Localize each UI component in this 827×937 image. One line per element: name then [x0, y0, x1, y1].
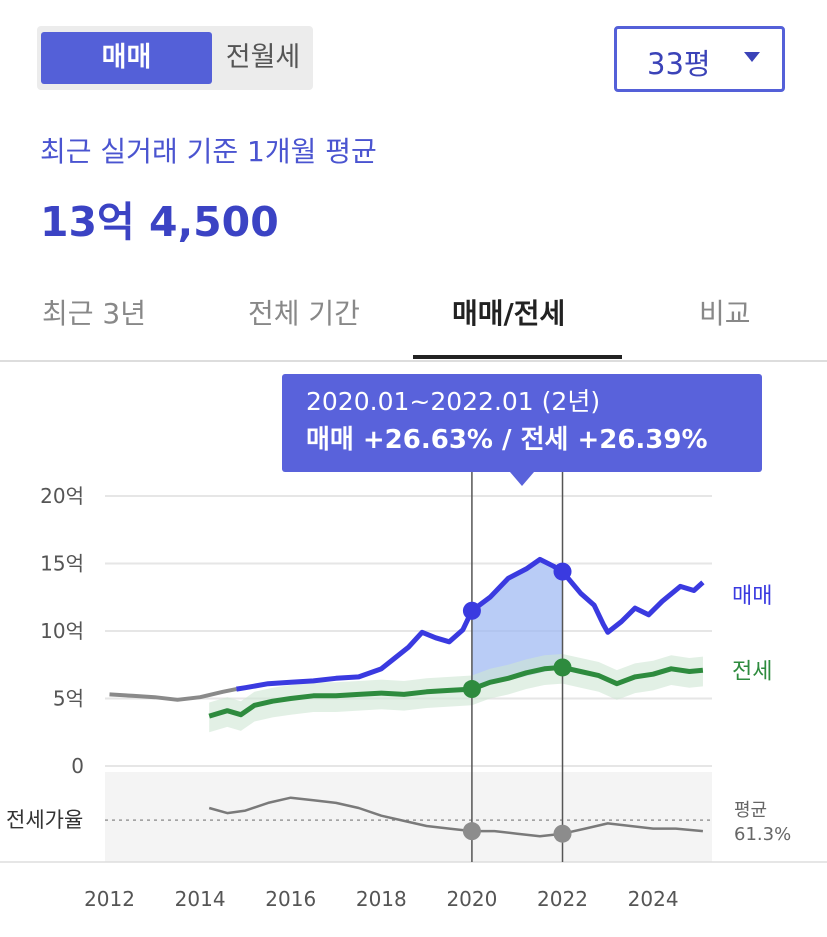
- x-tick-label: 2014: [175, 887, 226, 911]
- x-tick-label: 2018: [356, 887, 407, 911]
- active-tab-underline: [413, 355, 622, 359]
- x-tick-label: 2022: [537, 887, 588, 911]
- series-label-sale: 매매: [732, 584, 772, 609]
- range-marker-point: [462, 680, 481, 699]
- y-tick-label: 0: [71, 754, 84, 778]
- tab-all-period[interactable]: 전체 기간: [248, 297, 360, 330]
- y-tick-label: 15억: [40, 552, 84, 576]
- area-size-dropdown[interactable]: 33평: [614, 26, 785, 92]
- range-marker-point: [553, 562, 572, 581]
- area-size-value: 33평: [647, 47, 711, 81]
- x-tick-label: 2024: [628, 887, 679, 911]
- range-marker-point: [553, 824, 572, 843]
- sale-tab-button[interactable]: 매매: [41, 32, 212, 84]
- sale-series-line: [236, 556, 705, 692]
- tooltip-change: 매매 +26.63% / 전세 +26.39%: [306, 425, 708, 455]
- average-caption: 최근 실거래 기준 1개월 평균: [40, 135, 377, 168]
- x-tick-label: 2016: [265, 887, 316, 911]
- range-tooltip: 2020.01~2022.01 (2년) 매매 +26.63% / 전세 +26…: [282, 374, 762, 486]
- trade-type-toggle: 매매 전월세: [37, 26, 313, 90]
- ratio-average-label: 평균: [734, 800, 767, 821]
- series-label-jeonse: 전세: [732, 660, 772, 685]
- y-tick-label: 10억: [40, 619, 84, 643]
- range-marker-point: [462, 601, 481, 620]
- ratio-average-value: 61.3%: [734, 824, 791, 845]
- rent-tab-button[interactable]: 전월세: [225, 42, 301, 73]
- x-tick-label: 2020: [446, 887, 497, 911]
- tab-sale-jeonse[interactable]: 매매/전세: [452, 297, 566, 330]
- range-marker-point: [553, 658, 572, 677]
- chevron-down-icon: [744, 52, 760, 62]
- range-marker-point: [462, 822, 481, 841]
- y-tick-label: 5억: [53, 687, 84, 711]
- jeonse-range-band: [209, 653, 703, 733]
- period-tabs: 최근 3년 전체 기간 매매/전세 비교: [0, 280, 827, 362]
- sale-past-line: [109, 687, 237, 702]
- ratio-panel-label: 전세가율: [6, 808, 83, 832]
- tab-compare[interactable]: 비교: [699, 297, 751, 330]
- tab-recent-3y[interactable]: 최근 3년: [42, 297, 146, 330]
- tooltip-arrow: [510, 472, 534, 486]
- x-tick-label: 2012: [84, 887, 135, 911]
- average-price: 13억 4,500: [40, 198, 279, 246]
- ratio-series-line: [208, 796, 704, 838]
- tooltip-range: 2020.01~2022.01 (2년): [306, 387, 601, 416]
- ratio-panel-background: [105, 772, 712, 862]
- y-tick-label: 20억: [40, 484, 84, 508]
